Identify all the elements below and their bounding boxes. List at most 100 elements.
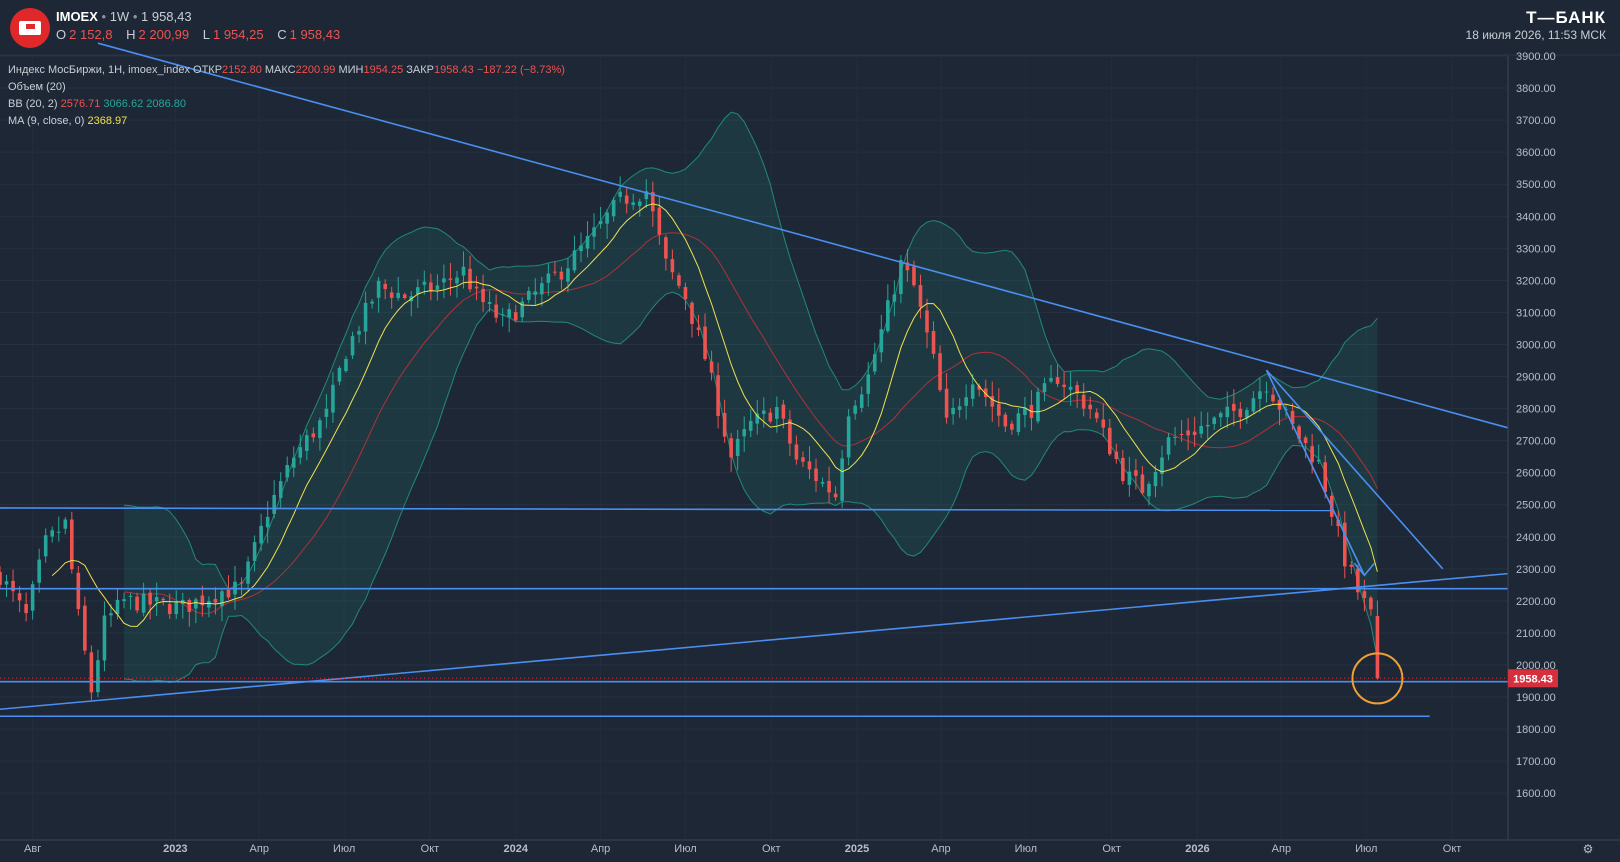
separator-dot: • <box>132 9 141 24</box>
y-tick-label: 2700.00 <box>1516 436 1556 448</box>
legend-bb-label: BB (20, 2) <box>8 98 58 110</box>
x-tick-label: Окт <box>762 843 781 855</box>
candle <box>402 292 407 300</box>
y-tick-label: 1900.00 <box>1516 692 1556 704</box>
symbol-name[interactable]: IMOEX <box>56 9 98 24</box>
candle-body <box>520 301 525 318</box>
candle <box>1362 579 1367 612</box>
candle <box>383 279 387 300</box>
candle-body <box>50 530 55 537</box>
x-tick-label: Апр <box>931 843 950 855</box>
candle <box>1107 418 1112 456</box>
trendlines[interactable] <box>0 42 1509 718</box>
candle-body <box>1369 597 1373 610</box>
candle-body <box>1016 413 1021 432</box>
candle <box>285 456 290 482</box>
price-axis[interactable]: 1600.00 1700.00 1800.00 1900.00 2000.00 2100.… <box>1507 51 1558 840</box>
y-tick-label: 3100.00 <box>1516 307 1556 319</box>
candle <box>252 535 257 572</box>
legend-open-value: 2152.80 <box>222 64 262 76</box>
candle-body <box>0 571 2 585</box>
candle-body <box>1042 383 1047 393</box>
candle-body <box>442 278 446 283</box>
candle-body <box>559 271 564 280</box>
x-tick-label: 2024 <box>503 843 528 855</box>
candle-body <box>70 519 74 570</box>
candle <box>1160 445 1164 487</box>
candle-body <box>461 266 466 276</box>
candle-body <box>265 516 270 528</box>
candle-body <box>331 384 335 413</box>
bollinger-upper-line <box>123 111 1378 590</box>
candle-body <box>990 396 995 407</box>
candle <box>1349 561 1354 574</box>
legend-volume[interactable]: Объем (20) <box>8 81 66 93</box>
legend-change: −187.22 (−8.73%) <box>476 64 565 76</box>
candle-body <box>1232 403 1236 411</box>
candle <box>468 255 472 293</box>
candle-body <box>644 191 649 200</box>
last-price: 1 958,43 <box>141 9 192 24</box>
candle-body <box>1160 457 1164 475</box>
legend-ma[interactable]: MA (9, close, 0) 2368.97 <box>8 113 565 130</box>
candle-body <box>402 294 407 299</box>
candle-body <box>24 603 28 614</box>
candle-body <box>350 336 355 356</box>
candle <box>89 645 94 701</box>
candle <box>1075 381 1079 408</box>
y-tick-label: 2800.00 <box>1516 404 1556 416</box>
candle-body <box>43 535 48 557</box>
candle <box>931 321 936 359</box>
candle-body <box>833 493 838 498</box>
candle-body <box>846 416 851 458</box>
y-tick-label: 2400.00 <box>1516 532 1556 544</box>
candle-body <box>983 388 988 398</box>
gear-icon[interactable]: ⚙ <box>1583 842 1594 856</box>
candle-body <box>226 589 231 598</box>
legend-main[interactable]: Индекс МосБиржи, 1Н, imoex_index ОТКР215… <box>8 62 565 79</box>
candle-body <box>500 314 505 316</box>
candle-body <box>1081 394 1086 409</box>
candle <box>1356 564 1360 600</box>
candle <box>533 278 538 306</box>
candle-body <box>1114 451 1119 460</box>
candle-body <box>383 283 387 290</box>
candle-body <box>154 597 159 602</box>
x-tick-label: Июл <box>1015 843 1037 855</box>
candle-body <box>220 591 224 607</box>
candle <box>1062 371 1066 399</box>
legend-bb-upper: 3066.62 <box>103 98 144 110</box>
candle <box>1343 511 1347 579</box>
legend-bb[interactable]: BB (20, 2) 2576.71 3066.62 2086.80 <box>8 96 565 113</box>
interval-label[interactable]: 1W <box>109 9 130 24</box>
x-tick-label: Апр <box>1272 843 1291 855</box>
trendline <box>0 572 1509 711</box>
candle-body <box>1055 377 1060 384</box>
candle <box>872 342 877 375</box>
arrow-icon <box>1353 562 1375 577</box>
candle-body <box>1375 616 1380 679</box>
candle <box>683 282 688 311</box>
candle <box>37 548 41 593</box>
candle <box>226 575 231 600</box>
candle-body <box>814 468 818 482</box>
candle <box>1088 396 1092 419</box>
candle <box>56 516 61 542</box>
candle-body <box>1290 410 1295 424</box>
ohlc-low-key: L <box>202 27 210 42</box>
y-tick-label: 3300.00 <box>1516 243 1556 255</box>
candle-body <box>513 312 518 321</box>
candle <box>1140 466 1145 495</box>
annotations <box>0 562 1508 705</box>
candle-body <box>598 220 603 225</box>
candle <box>820 477 825 488</box>
candle <box>664 234 668 271</box>
ohlc-high-key: H <box>126 27 136 42</box>
candle <box>951 398 955 425</box>
ohlc-high-value: 2 200,99 <box>138 27 190 42</box>
x-tick-label: Окт <box>1443 843 1462 855</box>
time-axis[interactable]: Авг 2023 Апр Июл Окт 2024 Апр Июл Окт 2025 Апр Июл О… <box>0 839 1620 856</box>
legend-ma-label: MA (9, close, 0) <box>8 115 85 127</box>
candle <box>781 399 786 429</box>
